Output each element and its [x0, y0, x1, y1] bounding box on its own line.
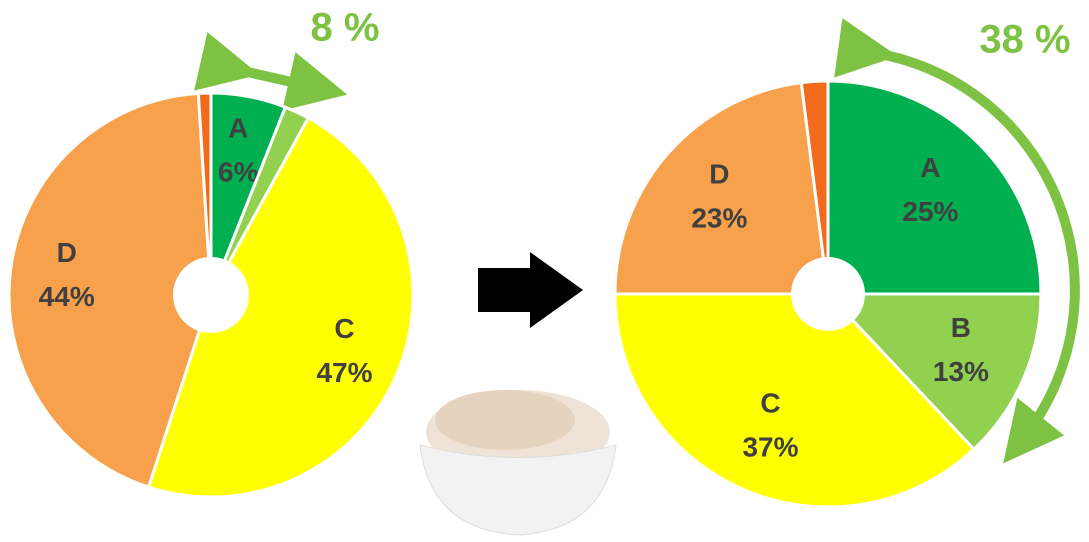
- slice-category: C: [760, 387, 780, 418]
- data-label: 37%: [742, 431, 798, 462]
- pie-slice: [196, 91, 213, 296]
- data-label: 25%: [902, 196, 958, 227]
- transition-arrow: [478, 252, 583, 328]
- data-label: 6%: [218, 157, 259, 188]
- pie-slice: [613, 292, 976, 509]
- slice-category: C: [334, 313, 354, 344]
- bowl-image: [419, 390, 617, 536]
- pie-hole: [173, 257, 249, 333]
- data-label: 47%: [316, 357, 372, 388]
- slice-category: D: [709, 159, 729, 190]
- pie-slice: [613, 81, 830, 296]
- annotation: 8 %: [311, 6, 380, 50]
- data-label: 44%: [39, 281, 95, 312]
- slice-category: A: [920, 152, 940, 183]
- data-label: 23%: [691, 203, 747, 234]
- pie-slice: [799, 79, 830, 295]
- data-label: 13%: [933, 356, 989, 387]
- slice-category: A: [228, 113, 248, 144]
- pie-slice: [7, 91, 213, 490]
- pie-slice: [824, 292, 1043, 452]
- slice-category: B: [951, 312, 971, 343]
- pie-slice: [826, 79, 1043, 296]
- annotation: 38 %: [979, 18, 1070, 62]
- arrow: [834, 18, 1080, 464]
- pie-slice: [146, 115, 415, 499]
- slice-category: D: [57, 237, 77, 268]
- pie-hole: [791, 257, 865, 331]
- arrow: [194, 32, 348, 111]
